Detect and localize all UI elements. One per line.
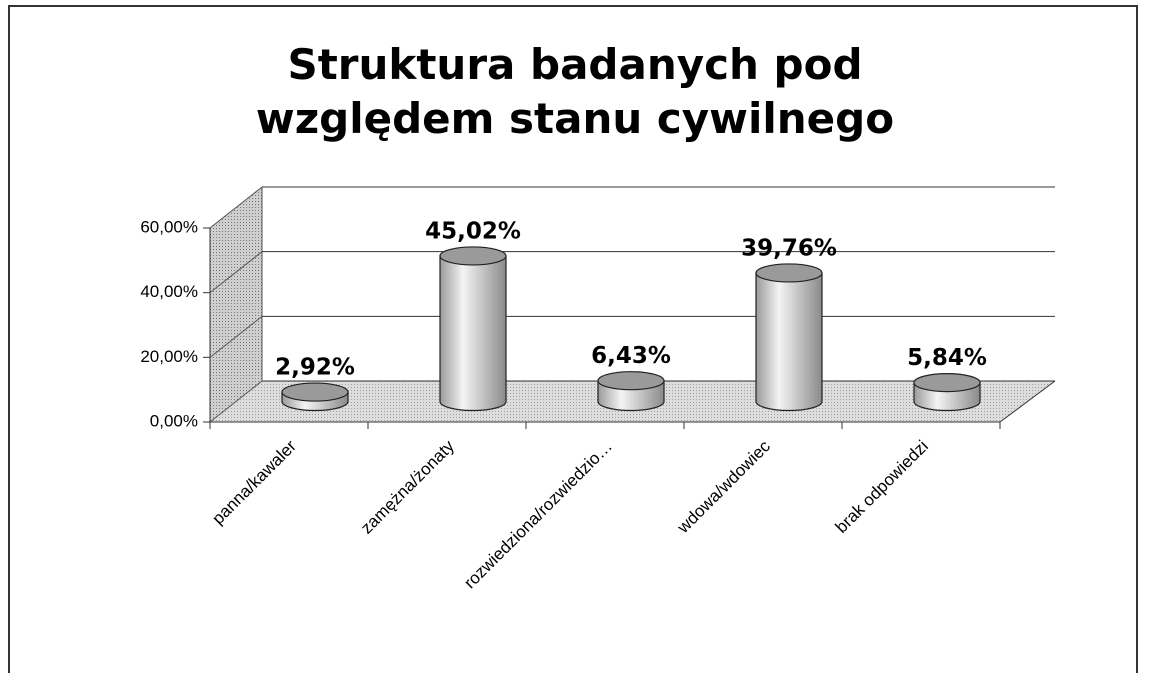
grid-line-side [209,251,263,294]
x-tick-label: brak odpowiedzi [832,437,932,537]
y-tick-label: 20,00% [140,347,198,366]
floor-edge [999,380,1056,423]
grid-line-side [209,315,263,358]
x-tick-label: panna/kawaler [208,436,300,528]
cylinder [439,255,507,412]
x-tick-label: rozwiedziona/rozwiedzio… [460,437,616,593]
grid-line-side [209,380,263,423]
y-tick-label: 40,00% [140,282,198,301]
cylinder-top [281,382,349,402]
value-label: 39,76% [741,235,837,261]
value-label: 5,84% [907,345,987,371]
value-label: 45,02% [425,218,521,244]
grid-line-side [209,186,263,229]
side-wall [210,187,262,422]
chart-title: Struktura badanych pod względem stanu cy… [255,40,895,143]
y-tick-label: 0,00% [150,411,198,430]
value-label: 2,92% [275,355,355,381]
x-tick-label: wdowa/wdowiec [673,436,774,537]
cylinder-top [755,263,823,283]
cylinder-top [439,246,507,266]
x-tick-label: zamężna/żonaty [357,436,458,537]
y-tick-label: 60,00% [140,217,198,236]
cylinder-top [913,373,981,393]
cylinder [755,272,823,412]
cylinder-top [597,371,665,391]
chart-border [8,5,1138,673]
value-label: 6,43% [591,343,671,369]
